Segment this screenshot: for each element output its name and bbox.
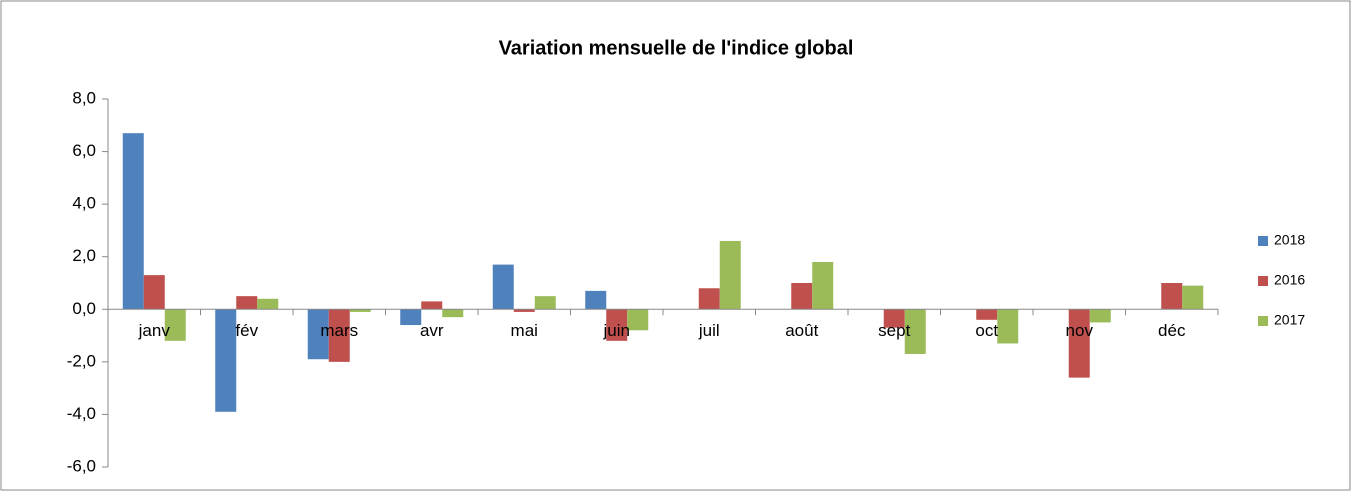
legend-label: 2018: [1274, 232, 1305, 248]
y-tick-label: 4,0: [72, 194, 96, 213]
bar: [215, 309, 237, 412]
x-tick-label: oct: [975, 321, 998, 340]
bar: [1182, 285, 1204, 310]
bar: [791, 283, 813, 310]
bar: [164, 309, 186, 341]
bar: [585, 290, 607, 310]
x-tick-label: mars: [320, 321, 358, 340]
bar: [1161, 283, 1183, 310]
bar: [883, 309, 905, 328]
x-tick-label: nov: [1066, 321, 1094, 340]
x-tick-label: avr: [420, 321, 444, 340]
bar: [997, 309, 1019, 344]
bar: [904, 309, 926, 354]
bar: [698, 288, 720, 310]
y-tick-label: -4,0: [67, 404, 96, 423]
bar: [307, 309, 329, 360]
y-tick-label: 0,0: [72, 299, 96, 318]
y-tick-label: -6,0: [67, 456, 96, 475]
bar: [122, 133, 144, 310]
x-tick-label: fév: [235, 321, 258, 340]
bar: [257, 298, 279, 310]
bar: [328, 309, 350, 362]
bar: [627, 309, 649, 331]
x-tick-label: mai: [511, 321, 538, 340]
legend-swatch: [1258, 276, 1268, 286]
x-tick-label: juin: [603, 321, 630, 340]
bar: [349, 309, 371, 312]
legend-label: 2017: [1274, 312, 1305, 328]
x-tick-label: juil: [698, 321, 720, 340]
y-tick-label: -2,0: [67, 351, 96, 370]
x-tick-label: déc: [1158, 321, 1186, 340]
bar: [143, 275, 165, 310]
y-tick-label: 6,0: [72, 141, 96, 160]
bar: [421, 301, 443, 310]
bar: [1089, 309, 1111, 323]
x-tick-label: août: [785, 321, 818, 340]
bar: [606, 309, 628, 341]
x-tick-label: janv: [138, 321, 171, 340]
bar: [492, 264, 514, 310]
y-tick-label: 8,0: [72, 88, 96, 107]
chart-title: Variation mensuelle de l'indice global: [499, 37, 854, 59]
legend-swatch: [1258, 316, 1268, 326]
bar: [1068, 309, 1090, 378]
bar: [812, 261, 834, 310]
legend-swatch: [1258, 236, 1268, 246]
x-tick-label: sept: [878, 321, 910, 340]
bar: [976, 309, 998, 320]
bar: [719, 240, 741, 310]
bar: [236, 296, 258, 310]
y-tick-label: 2,0: [72, 246, 96, 265]
bar: [442, 309, 464, 318]
legend-label: 2016: [1274, 272, 1305, 288]
bar: [513, 309, 535, 312]
bar: [534, 296, 556, 310]
bar: [400, 309, 422, 326]
